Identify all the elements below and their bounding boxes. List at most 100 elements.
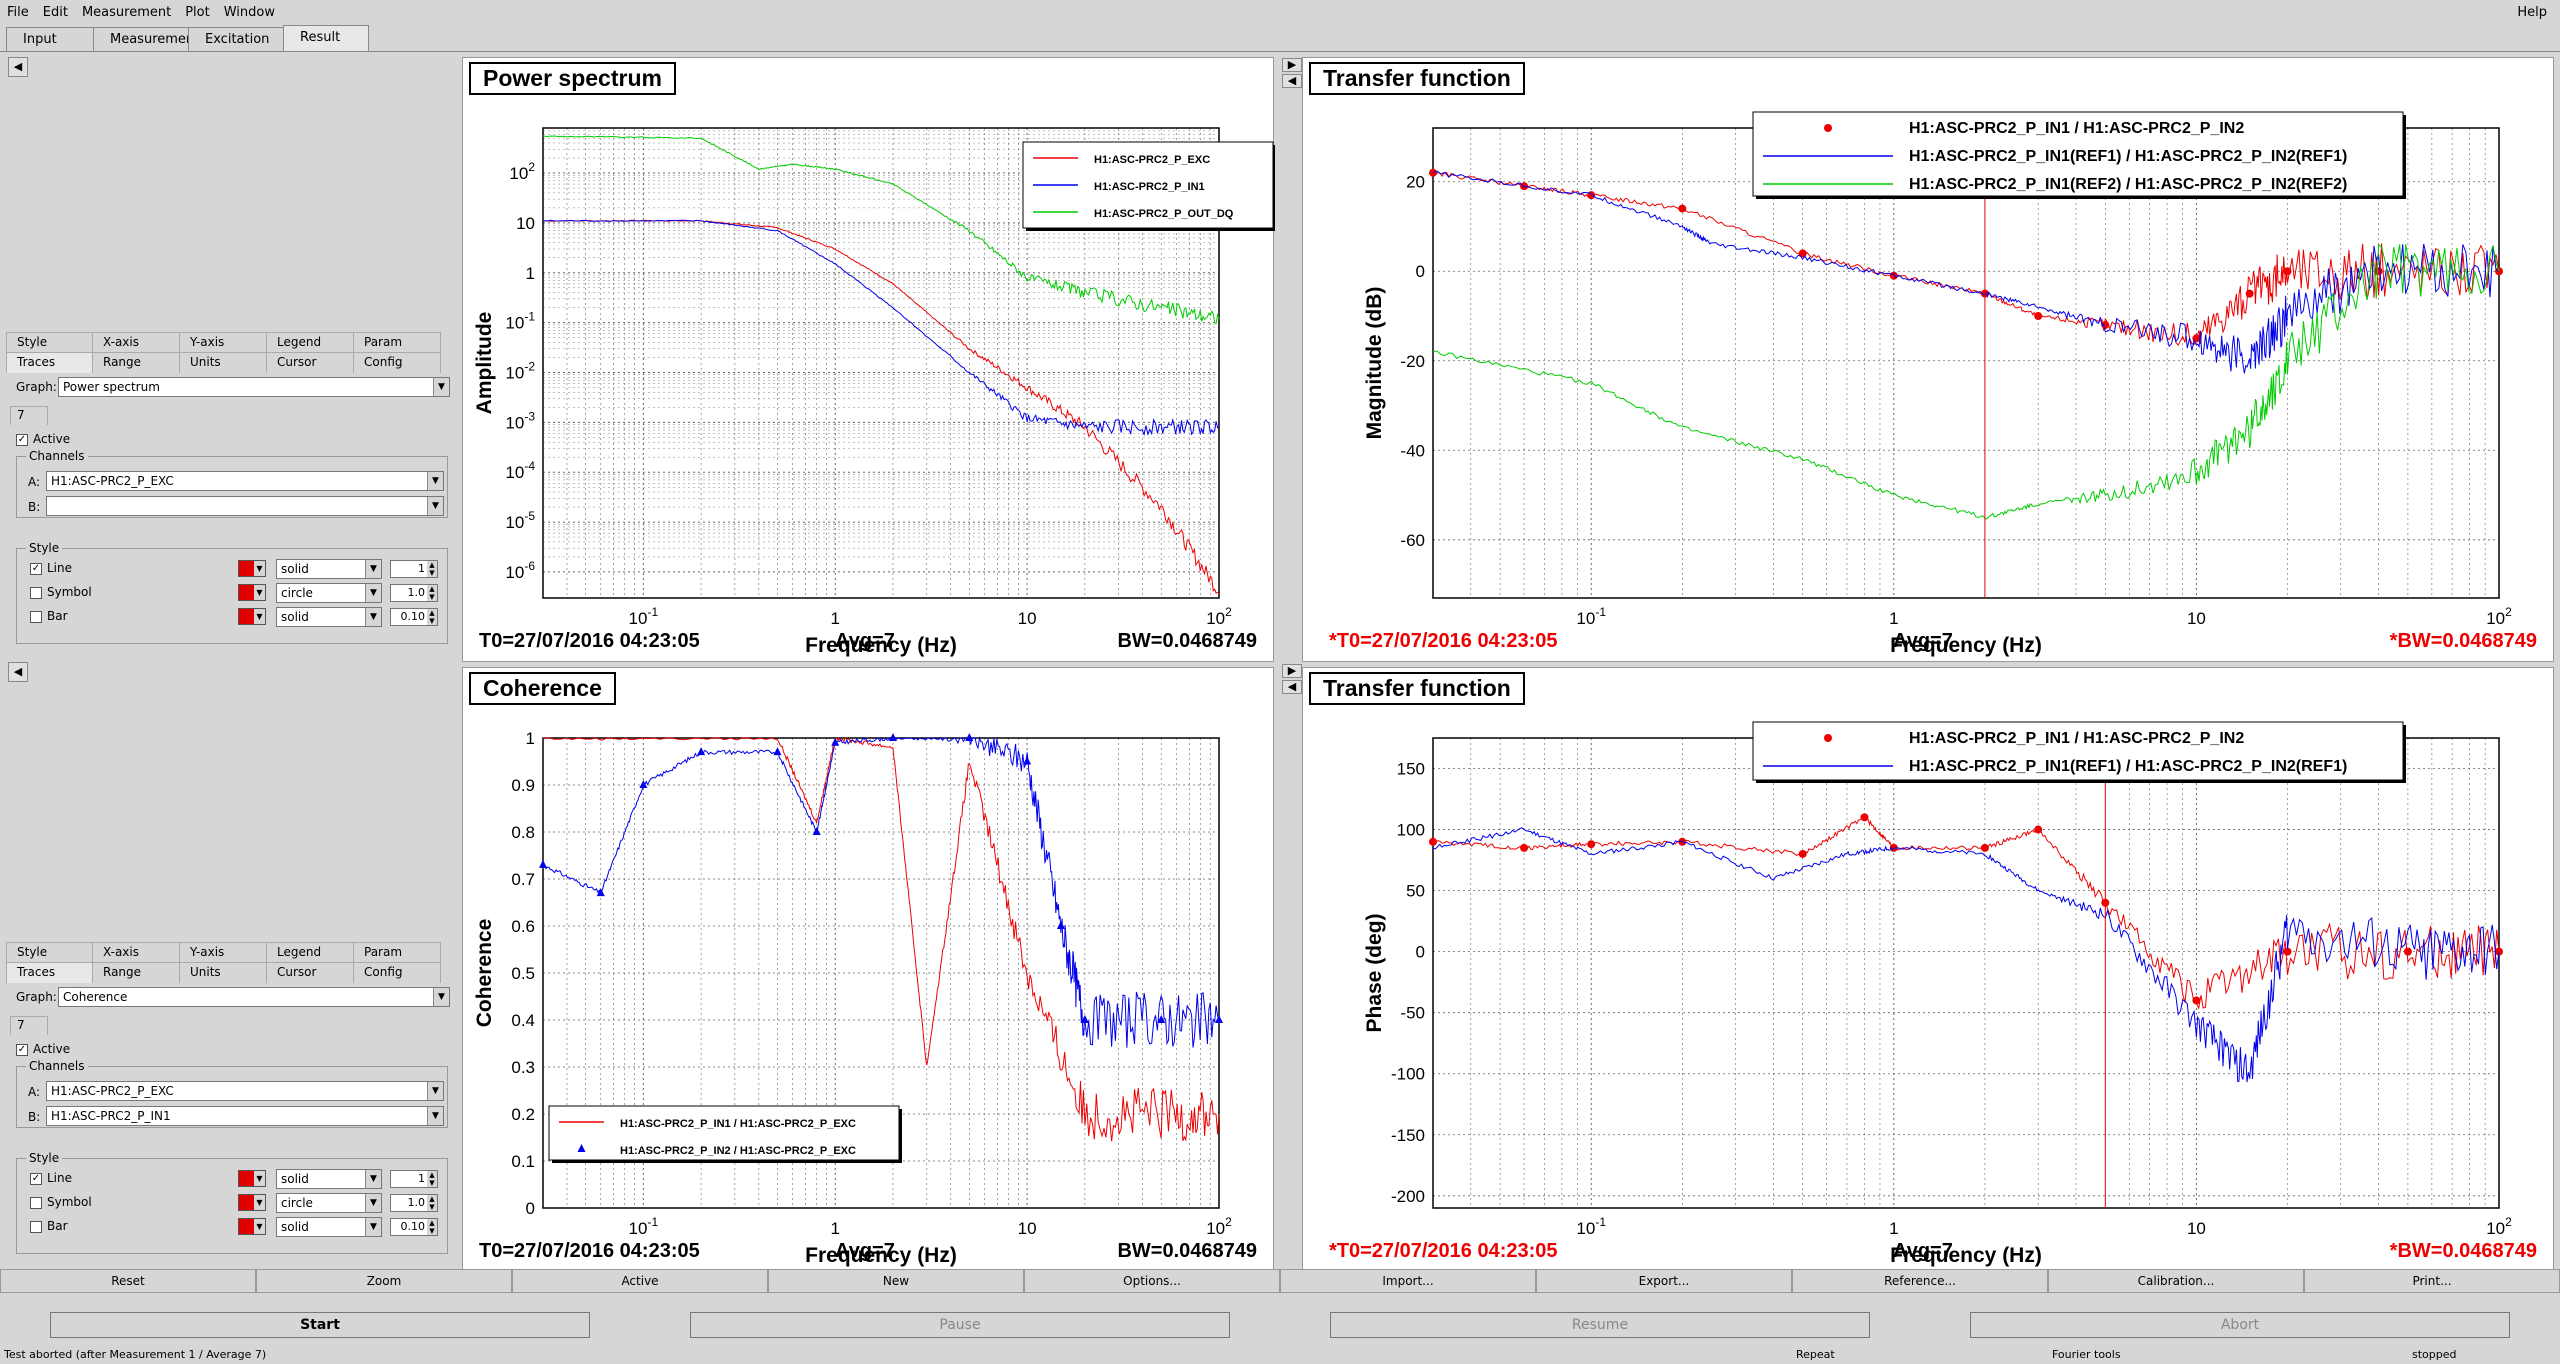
active-checkbox[interactable]: ✓ Active [16,1042,70,1056]
graph-select-value: Coherence [63,990,128,1004]
line-color-picker[interactable]: ▼ [238,560,266,577]
data-point [596,888,605,897]
bar-checkbox[interactable]: Bar [30,609,68,623]
resume-button[interactable]: Resume [1330,1312,1870,1338]
menu-plot[interactable]: Plot [185,4,210,20]
plot-transfer-magnitude[interactable]: Transfer function 10-1 1 10 102 -60 -40 -20 0 20… [1302,57,2554,662]
collapse-left-icon[interactable]: ◀ [1282,680,1302,694]
bar-color-picker[interactable]: ▼ [238,608,266,625]
legend-label: H1:ASC-PRC2_P_IN1 / H1:ASC-PRC2_P_IN2 [1909,120,2244,137]
ctab-traces[interactable]: Traces [6,352,93,373]
t0-label: *T0=27/07/2016 04:23:05 [1329,1240,1558,1262]
symbol-style-select[interactable]: circle ▼ [276,1193,382,1213]
ctab-traces[interactable]: Traces [6,962,93,983]
plot-coherence[interactable]: Coherence 10-1 1 10 102 0 0.1 0.2 0.3 0.4 0.5 0.6 0… [462,667,1274,1272]
tab-measurement[interactable]: Measurement [93,27,199,51]
ctab-style[interactable]: Style [6,942,93,963]
line-style-select[interactable]: solid ▼ [276,1169,382,1189]
trace-tab-7[interactable]: 7 [10,406,48,425]
symbol-checkbox[interactable]: Symbol [30,1195,92,1209]
calibration-button[interactable]: Calibration... [2048,1269,2304,1293]
print-button[interactable]: Print... [2304,1269,2560,1293]
collapse-left-icon[interactable]: ◀ [1282,74,1302,88]
channel-a-value: H1:ASC-PRC2_P_EXC [51,474,174,488]
bar-style-select[interactable]: solid ▼ [276,1217,382,1237]
line-color-picker[interactable]: ▼ [238,1170,266,1187]
channel-b-select[interactable]: H1:ASC-PRC2_P_IN1 ▼ [46,1106,444,1126]
start-button[interactable]: Start [50,1312,590,1338]
spin-arrows-icon: ▲ ▼ [427,1219,437,1235]
ctab-cursor[interactable]: Cursor [266,962,354,983]
ctab-param[interactable]: Param [353,332,441,353]
ctab-x-axis[interactable]: X-axis [92,942,180,963]
bw-label: BW=0.0468749 [1117,1240,1257,1262]
ctab-legend[interactable]: Legend [266,332,354,353]
line-checkbox[interactable]: ✓ Line [30,1171,72,1185]
expand-right-icon[interactable]: ▶ [1282,664,1302,678]
options-button[interactable]: Options... [1024,1269,1280,1293]
ctab-range[interactable]: Range [92,962,180,983]
channel-b-select[interactable]: ▼ [46,496,444,516]
pause-button[interactable]: Pause [690,1312,1230,1338]
line-width-spinner[interactable]: 1 ▲ ▼ [390,1170,438,1188]
line-checkbox[interactable]: ✓ Line [30,561,72,575]
ctab-y-axis[interactable]: Y-axis [179,332,267,353]
channel-a-select[interactable]: H1:ASC-PRC2_P_EXC ▼ [46,1081,444,1101]
ctab-param[interactable]: Param [353,942,441,963]
data-point [1056,921,1065,929]
active-checkbox[interactable]: ✓ Active [16,432,70,446]
zoom-button[interactable]: Zoom [256,1269,512,1293]
menu-file[interactable]: File [7,4,29,20]
active-button[interactable]: Active [512,1269,768,1293]
ctab-x-axis[interactable]: X-axis [92,332,180,353]
bar-width-spinner[interactable]: 0.10 ▲ ▼ [390,608,438,626]
abort-button[interactable]: Abort [1970,1312,2510,1338]
collapse-left-icon[interactable]: ◀ [8,662,28,682]
plot-transfer-phase[interactable]: Transfer function 10-1 1 10 102 -200 -150 -100… [1302,667,2554,1272]
collapse-left-icon[interactable]: ◀ [8,57,28,77]
menu-window[interactable]: Window [223,4,275,20]
line-style-select[interactable]: solid ▼ [276,559,382,579]
ctab-style[interactable]: Style [6,332,93,353]
line-width-spinner[interactable]: 1 ▲ ▼ [390,560,438,578]
ctab-y-axis[interactable]: Y-axis [179,942,267,963]
symbol-color-picker[interactable]: ▼ [238,584,266,601]
ctab-cursor[interactable]: Cursor [266,352,354,373]
symbol-style-select[interactable]: circle ▼ [276,583,382,603]
channel-a-select[interactable]: H1:ASC-PRC2_P_EXC ▼ [46,471,444,491]
symbol-size-spinner[interactable]: 1.0 ▲ ▼ [390,1194,438,1212]
new-button[interactable]: New [768,1269,1024,1293]
ctab-legend[interactable]: Legend [266,942,354,963]
graph-select[interactable]: Power spectrum ▼ [58,377,450,397]
reference-button[interactable]: Reference... [1792,1269,2048,1293]
menu-help[interactable]: Help [2517,4,2547,20]
symbol-checkbox[interactable]: Symbol [30,585,92,599]
symbol-size-spinner[interactable]: 1.0 ▲ ▼ [390,584,438,602]
ctab-config[interactable]: Config [353,962,441,983]
reset-button[interactable]: Reset [0,1269,256,1293]
export-button[interactable]: Export... [1536,1269,1792,1293]
graph-select[interactable]: Coherence ▼ [58,987,450,1007]
trace-tab-7[interactable]: 7 [10,1016,48,1035]
spin-arrows-icon: ▲ ▼ [427,1195,437,1211]
ctab-range[interactable]: Range [92,352,180,373]
bw-label: *BW=0.0468749 [2389,1240,2537,1262]
plot-power-spectrum[interactable]: Power spectrum 10-1 1 10 102 10-6 10-5 10-4 10-… [462,57,1275,662]
ctab-config[interactable]: Config [353,352,441,373]
ctab-units[interactable]: Units [179,352,267,373]
tab-result[interactable]: Result [283,25,369,51]
legend-label: H1:ASC-PRC2_P_IN1(REF1) / H1:ASC-PRC2_P_… [1909,148,2347,165]
expand-right-icon[interactable]: ▶ [1282,58,1302,72]
tab-input[interactable]: Input [6,27,94,51]
bar-color-picker[interactable]: ▼ [238,1218,266,1235]
symbol-color-picker[interactable]: ▼ [238,1194,266,1211]
symbol-style-value: circle [281,586,313,600]
ctab-units[interactable]: Units [179,962,267,983]
menu-edit[interactable]: Edit [42,4,68,20]
bar-style-select[interactable]: solid ▼ [276,607,382,627]
bar-checkbox[interactable]: Bar [30,1219,68,1233]
menu-measurement[interactable]: Measurement [81,4,172,20]
bar-width-spinner[interactable]: 0.10 ▲ ▼ [390,1218,438,1236]
tab-excitation[interactable]: Excitation [188,27,284,51]
import-button[interactable]: Import... [1280,1269,1536,1293]
